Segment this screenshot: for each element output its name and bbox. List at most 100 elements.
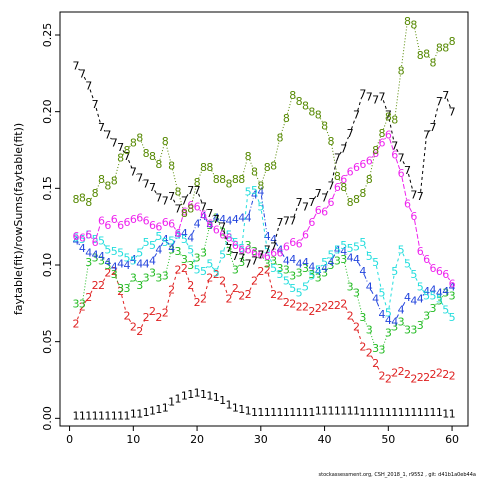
series-3-point: 3 bbox=[366, 323, 373, 336]
series-2-point: 2 bbox=[162, 307, 169, 320]
series-8-point: 8 bbox=[340, 181, 347, 194]
series-6-point: 6 bbox=[449, 277, 456, 290]
y-tick-label: 0.05 bbox=[41, 329, 54, 354]
y-tick-label: 0.00 bbox=[41, 406, 54, 431]
series-7-segment bbox=[421, 139, 427, 192]
y-axis-label: faytable(fit)/rowSums(faytable(fit)) bbox=[12, 123, 25, 315]
series-5-point: 5 bbox=[385, 307, 392, 320]
series-4-point: 4 bbox=[353, 253, 360, 266]
series-5-point: 5 bbox=[213, 267, 220, 280]
series-8-point: 8 bbox=[398, 64, 405, 77]
series-6-point: 6 bbox=[410, 210, 417, 223]
series-8-point: 8 bbox=[92, 187, 99, 200]
x-tick-label: 50 bbox=[381, 433, 395, 446]
series-6-point: 6 bbox=[302, 228, 309, 241]
series-7-point: 7 bbox=[417, 190, 424, 203]
series-8-segment bbox=[395, 74, 400, 115]
y-tick-label: 0.15 bbox=[41, 176, 54, 201]
series-5-segment bbox=[389, 275, 394, 308]
series-2-point: 2 bbox=[168, 284, 175, 297]
series-5-point: 5 bbox=[257, 201, 264, 214]
x-tick-label: 40 bbox=[318, 433, 332, 446]
series-2-point: 2 bbox=[98, 279, 105, 292]
series-8-point: 8 bbox=[283, 112, 290, 125]
series-8-point: 8 bbox=[194, 176, 201, 189]
series-4-point: 4 bbox=[366, 280, 373, 293]
series-2-point: 2 bbox=[85, 291, 92, 304]
series-7-point: 7 bbox=[391, 139, 398, 152]
series-7-point: 7 bbox=[429, 121, 436, 134]
series-3-point: 3 bbox=[359, 311, 366, 324]
x-tick-label: 10 bbox=[126, 433, 140, 446]
series-3-point: 3 bbox=[378, 343, 385, 356]
series-6-point: 6 bbox=[327, 196, 334, 209]
series-5-point: 5 bbox=[391, 265, 398, 278]
series-7-point: 7 bbox=[340, 142, 347, 155]
series-1-point: 1 bbox=[449, 408, 456, 421]
series-2-point: 2 bbox=[187, 279, 194, 292]
series-7-point: 7 bbox=[289, 215, 296, 228]
series-2-point: 2 bbox=[245, 288, 252, 301]
x-tick-label: 30 bbox=[254, 433, 268, 446]
series-7-point: 7 bbox=[85, 80, 92, 93]
series-8-point: 8 bbox=[168, 159, 175, 172]
series-6-segment bbox=[402, 177, 407, 199]
series-2-point: 2 bbox=[136, 325, 143, 338]
series-7-point: 7 bbox=[219, 221, 226, 234]
series-8-point: 8 bbox=[270, 159, 277, 172]
x-tick-label: 60 bbox=[445, 433, 459, 446]
series-8-point: 8 bbox=[366, 173, 373, 186]
series-8-point: 8 bbox=[162, 135, 169, 148]
series-3-point: 3 bbox=[353, 287, 360, 300]
series-8-point: 8 bbox=[391, 113, 398, 126]
series-8-point: 8 bbox=[327, 135, 334, 148]
series-7-point: 7 bbox=[449, 106, 456, 119]
x-tick-label: 20 bbox=[190, 433, 204, 446]
series-8-point: 8 bbox=[206, 161, 213, 174]
y-tick-label: 0.25 bbox=[41, 23, 54, 48]
series-8-point: 8 bbox=[410, 18, 417, 31]
series-5-point: 5 bbox=[187, 244, 194, 257]
series-8-point: 8 bbox=[359, 187, 366, 200]
series-8-point: 8 bbox=[321, 119, 328, 132]
series-8-point: 8 bbox=[155, 158, 162, 171]
series-8-segment bbox=[275, 142, 279, 161]
series-8-segment bbox=[402, 25, 407, 66]
series-5-point: 5 bbox=[398, 244, 405, 257]
series-6-point: 6 bbox=[174, 227, 181, 240]
series-8-point: 8 bbox=[429, 57, 436, 70]
x-tick-label: 0 bbox=[66, 433, 73, 446]
footnote: stockassessment.org, CSH_2018_1, r9552 ,… bbox=[319, 472, 476, 478]
series-2-point: 2 bbox=[200, 293, 207, 306]
series-8-point: 8 bbox=[245, 150, 252, 163]
series-7-point: 7 bbox=[347, 127, 354, 140]
series-6-segment bbox=[415, 220, 420, 247]
series-6-point: 6 bbox=[308, 216, 315, 229]
series-7-point: 7 bbox=[92, 98, 99, 111]
series-7-point: 7 bbox=[79, 67, 86, 80]
series-3-point: 3 bbox=[79, 297, 86, 310]
series-5-point: 5 bbox=[359, 236, 366, 249]
y-tick-label: 0.20 bbox=[41, 99, 54, 124]
series-4-point: 4 bbox=[398, 303, 405, 316]
series-5-point: 5 bbox=[372, 256, 379, 269]
series-5-point: 5 bbox=[378, 287, 385, 300]
series-7-point: 7 bbox=[442, 89, 449, 102]
series-7-point: 7 bbox=[321, 192, 328, 205]
series-8-point: 8 bbox=[111, 175, 118, 188]
series-8-point: 8 bbox=[378, 127, 385, 140]
series-3-point: 3 bbox=[162, 270, 169, 283]
series-4-point: 4 bbox=[187, 231, 194, 244]
series-8-point: 8 bbox=[136, 132, 143, 145]
series-7-point: 7 bbox=[398, 152, 405, 165]
series-5-point: 5 bbox=[449, 311, 456, 324]
series-4-point: 4 bbox=[359, 265, 366, 278]
series-8-point: 8 bbox=[174, 185, 181, 198]
series-8-point: 8 bbox=[257, 179, 264, 192]
series-4-point: 4 bbox=[391, 316, 398, 329]
y-tick-label: 0.10 bbox=[41, 253, 54, 278]
series-2-point: 2 bbox=[340, 297, 347, 310]
